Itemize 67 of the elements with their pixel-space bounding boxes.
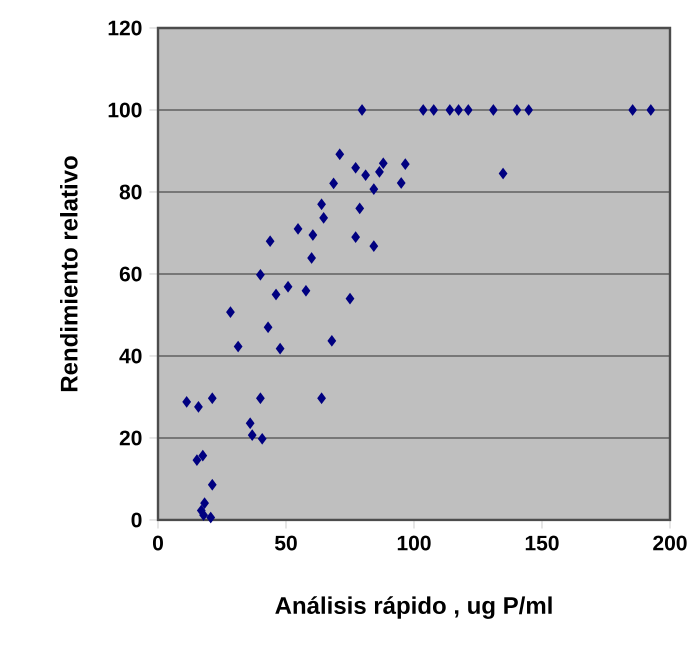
point	[264, 322, 272, 333]
point	[208, 392, 217, 404]
point	[182, 396, 191, 408]
point	[358, 104, 366, 116]
point	[200, 498, 209, 509]
point	[429, 104, 438, 116]
point	[317, 198, 326, 210]
y-tick-label: 20	[120, 430, 142, 446]
point	[378, 158, 388, 169]
y-tick-label: 100	[108, 102, 142, 118]
point	[489, 104, 498, 116]
point	[319, 212, 328, 224]
point	[266, 236, 274, 247]
point	[396, 177, 406, 189]
point	[524, 104, 533, 116]
point	[454, 104, 463, 116]
point	[246, 418, 254, 429]
point	[307, 252, 316, 264]
x-tick-label: 50	[274, 536, 297, 550]
point	[192, 454, 202, 466]
y-tick-label: 60	[120, 266, 142, 282]
point	[335, 148, 344, 160]
point	[317, 392, 326, 404]
point	[329, 178, 338, 189]
point	[256, 392, 265, 404]
point	[375, 166, 384, 178]
x-tick-label: 200	[653, 536, 687, 550]
point	[400, 158, 410, 170]
x-tick-label: 150	[526, 536, 559, 550]
point	[308, 229, 318, 241]
point	[294, 223, 302, 234]
point	[446, 104, 454, 116]
point	[208, 479, 217, 490]
y-axis-title: Rendimiento relativo	[60, 156, 78, 392]
y-tick-label: 0	[132, 512, 142, 528]
point	[256, 269, 265, 280]
point	[248, 430, 257, 441]
point	[194, 401, 203, 412]
point	[302, 285, 310, 296]
x-tick-label: 0	[152, 536, 163, 550]
y-tick-label: 80	[120, 184, 142, 200]
x-tick-label: 100	[398, 536, 431, 550]
y-tick-label: 40	[119, 348, 142, 364]
point	[226, 306, 235, 318]
point	[346, 292, 354, 304]
point	[258, 433, 266, 444]
point	[206, 512, 216, 524]
point	[512, 104, 522, 116]
point	[361, 170, 370, 181]
x-axis-title: Análisis rápido , ug P/ml	[275, 596, 552, 619]
point	[355, 202, 364, 214]
point	[498, 168, 508, 180]
point	[272, 288, 280, 300]
point	[370, 240, 378, 252]
point	[234, 340, 242, 352]
point	[646, 104, 656, 116]
point	[276, 343, 284, 354]
y-tick-label: 120	[108, 20, 142, 36]
point	[351, 162, 360, 174]
point	[418, 104, 428, 116]
point	[198, 450, 208, 462]
point	[351, 231, 360, 243]
point	[328, 335, 336, 346]
point	[370, 184, 378, 195]
point	[464, 104, 473, 116]
point	[628, 104, 637, 116]
point	[284, 281, 292, 292]
